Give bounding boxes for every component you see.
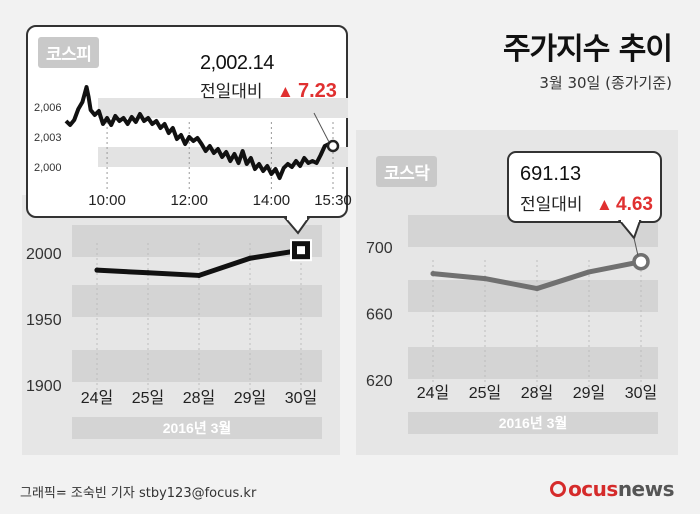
- intraday-line: [64, 85, 334, 180]
- data-point: [534, 286, 540, 292]
- grid-band: [408, 347, 658, 379]
- callout-pointer-cover: [287, 215, 307, 220]
- x-tick-label: 28일: [183, 389, 216, 407]
- x-tick-label: 25일: [469, 384, 502, 402]
- callout-leader: [313, 112, 330, 143]
- period-label: 2016년 3월: [163, 420, 232, 436]
- kospi-tag: 코스피: [38, 37, 100, 68]
- kospi-intraday-inset: 코스피 2,006 2,003 2,000 10:00 12:00 14:00 15:30 2…: [26, 25, 352, 235]
- y-tick-label: 2,006: [34, 102, 62, 114]
- grid-band: [408, 280, 658, 312]
- y-tick-label: 1900: [26, 378, 62, 395]
- chart-subtitle: 3월 30일 (종가기준): [539, 74, 672, 92]
- kosdaq-tag: 코스닥: [376, 156, 438, 187]
- y-tick-label: 2000: [26, 246, 62, 263]
- x-tick-label: 30일: [285, 389, 318, 407]
- up-arrow-icon: ▲: [277, 82, 294, 101]
- x-tick-label: 15:30: [314, 192, 352, 209]
- y-tick-label: 660: [366, 307, 393, 324]
- x-tick-label: 29일: [573, 384, 606, 402]
- end-point-marker: [632, 252, 650, 271]
- callout-change-value: 4.63: [616, 194, 653, 215]
- callout-value: 691.13: [520, 163, 581, 185]
- data-point: [196, 272, 202, 278]
- kosdaq-panel: 코스닥 700 660 620 24일 25일 28일 29일 30일 2016년 3월 691.…: [356, 130, 678, 455]
- x-tick-label: 10:00: [88, 192, 126, 209]
- x-tick-label: 30일: [625, 384, 658, 402]
- period-label: 2016년 3월: [499, 415, 568, 431]
- callout-change-label: 전일대비: [520, 195, 583, 214]
- x-tick-label: 28일: [521, 384, 554, 402]
- x-tick-label: 14:00: [253, 192, 291, 209]
- callout-pointer-cover: [621, 217, 639, 222]
- x-tick-label: 29일: [234, 389, 267, 407]
- data-point: [482, 276, 488, 282]
- y-tick-label: 2,003: [34, 132, 62, 144]
- logo-focus-text: ocus: [568, 477, 618, 501]
- grid-band: [98, 98, 348, 118]
- kospi-panel: 2000 1950 1900 24일 25일 28일 29일 30일 2016년 3월: [22, 195, 340, 455]
- graphic-credit: 그래픽= 조숙빈 기자 stby123@focus.kr: [20, 486, 257, 501]
- callout-change-value: 7.23: [298, 80, 337, 102]
- logo-news-text: news: [617, 477, 675, 501]
- up-arrow-icon: ▲: [596, 195, 613, 214]
- callout-leader: [633, 237, 639, 256]
- kospi-daily-chart: 2000 1950 1900 24일 25일 28일 29일 30일 2016년 3월: [26, 225, 322, 439]
- grid-band: [72, 350, 322, 382]
- grid-band: [72, 285, 322, 317]
- x-tick-label: 24일: [81, 389, 114, 407]
- y-tick-label: 620: [366, 373, 393, 390]
- kospi-intraday-chart: 2,006 2,003 2,000 10:00 12:00 14:00 15:30 2,002…: [34, 52, 352, 235]
- data-point: [94, 267, 100, 273]
- callout-change-label: 전일대비: [200, 82, 263, 101]
- y-tick-label: 1950: [26, 312, 62, 329]
- kosdaq-callout-box: [507, 151, 662, 223]
- kosdaq-daily-chart: 700 660 620 24일 25일 28일 29일 30일 2016년 3월 691.13 전일…: [366, 151, 662, 434]
- callout-value: 2,002.14: [200, 52, 274, 74]
- chart-title: 주가지수 추이: [502, 32, 673, 67]
- data-point: [430, 271, 436, 277]
- x-tick-label: 25일: [132, 389, 165, 407]
- period-bar: [408, 412, 658, 434]
- focus-logo-icon: [550, 481, 567, 497]
- x-tick-label: 12:00: [170, 192, 208, 209]
- end-point-marker-inner: [297, 246, 305, 255]
- x-tick-label: 24일: [417, 384, 450, 402]
- y-tick-label: 700: [366, 240, 393, 257]
- period-bar: [72, 417, 322, 439]
- y-tick-label: 2,000: [34, 162, 62, 174]
- data-point: [586, 269, 592, 275]
- data-point: [247, 255, 253, 261]
- focus-news-logo: ocusnews: [550, 477, 675, 501]
- intraday-end-marker: [326, 139, 340, 153]
- data-point: [145, 270, 151, 276]
